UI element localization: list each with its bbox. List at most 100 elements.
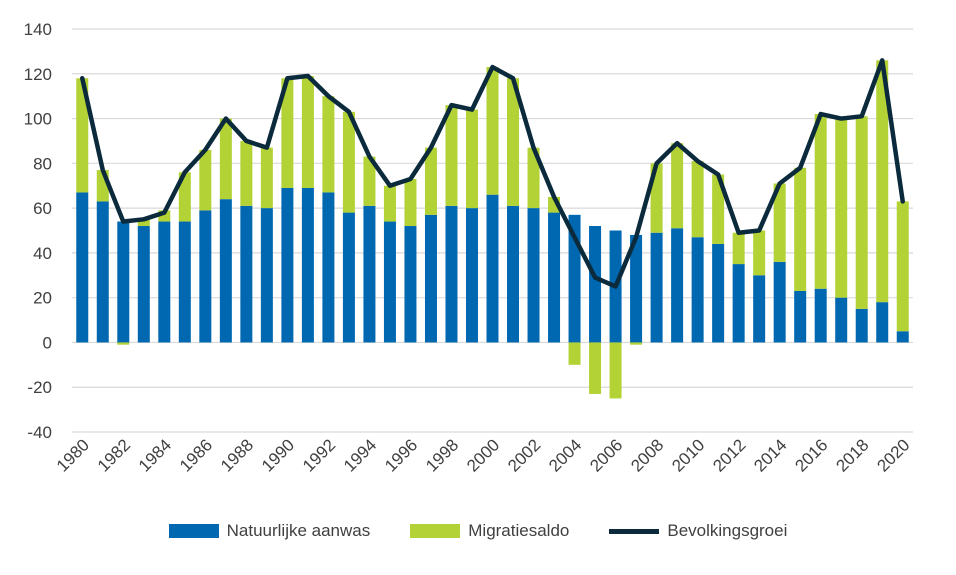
legend-item-migratiesaldo: Migratiesaldo <box>410 521 569 541</box>
x-tick-label: 2014 <box>750 435 790 475</box>
bar-migratiesaldo <box>855 116 868 309</box>
bar-migratiesaldo <box>507 78 520 206</box>
legend-label: Natuurlijke aanwas <box>226 521 371 540</box>
bar-migratiesaldo <box>445 105 458 206</box>
bar-migratiesaldo <box>896 201 909 332</box>
legend-swatch <box>168 524 219 538</box>
x-tick-label: 1984 <box>135 435 175 475</box>
bar-natuurlijke-aanwas <box>322 192 335 343</box>
bar-migratiesaldo <box>301 76 314 188</box>
bar-migratiesaldo <box>260 147 273 209</box>
x-tick-label: 2008 <box>627 435 667 475</box>
bar-natuurlijke-aanwas <box>712 243 725 343</box>
bar-migratiesaldo <box>835 118 848 298</box>
legend-line <box>609 528 660 534</box>
bar-natuurlijke-aanwas <box>650 232 663 343</box>
x-tick-label: 2010 <box>668 435 708 475</box>
bar-migratiesaldo <box>712 174 725 244</box>
legend-item-bevolkingsgroei: Bevolkingsgroei <box>609 521 787 541</box>
line-bevolkingsgroei <box>80 58 905 289</box>
bar-natuurlijke-aanwas <box>486 194 499 343</box>
bar-migratiesaldo <box>363 156 376 206</box>
x-tick-label: 1990 <box>258 435 298 475</box>
bar-migratiesaldo <box>240 140 253 206</box>
bar-migratiesaldo <box>281 78 294 188</box>
bar-migratiesaldo <box>691 161 704 238</box>
x-tick-label: 2020 <box>873 435 913 475</box>
bar-natuurlijke-aanwas <box>507 205 520 343</box>
x-tick-label: 1998 <box>422 435 462 475</box>
bar-natuurlijke-aanwas <box>814 288 827 343</box>
bar-natuurlijke-aanwas <box>691 237 704 343</box>
bar-natuurlijke-aanwas <box>896 331 909 343</box>
bar-migratiesaldo <box>342 111 355 213</box>
bar-natuurlijke-aanwas <box>301 187 314 343</box>
x-tick-label: 1992 <box>299 435 339 475</box>
x-tick-label: 1986 <box>176 435 216 475</box>
bar-natuurlijke-aanwas <box>342 212 355 343</box>
legend-label: Bevolkingsgroei <box>667 521 788 540</box>
bar-migratiesaldo <box>158 210 171 222</box>
bar-natuurlijke-aanwas <box>76 192 89 343</box>
bar-natuurlijke-aanwas <box>383 221 396 343</box>
bar-natuurlijke-aanwas <box>219 199 232 343</box>
bars <box>76 60 909 399</box>
y-tick-label: 140 <box>24 20 52 39</box>
bar-migratiesaldo <box>630 342 643 345</box>
bar-natuurlijke-aanwas <box>96 201 109 343</box>
line-series <box>80 58 905 289</box>
bar-natuurlijke-aanwas <box>876 302 889 343</box>
legend-item-natuurlijke-aanwas: Natuurlijke aanwas <box>168 521 371 541</box>
bar-migratiesaldo <box>404 179 417 227</box>
bar-migratiesaldo <box>814 114 827 289</box>
bar-natuurlijke-aanwas <box>855 308 868 343</box>
y-axis: -40 -20 0 20 40 60 80 100 120 140 <box>24 20 52 442</box>
bar-natuurlijke-aanwas <box>281 187 294 343</box>
bar-migratiesaldo <box>137 219 150 227</box>
bar-natuurlijke-aanwas <box>527 208 540 343</box>
x-tick-label: 1982 <box>94 435 134 475</box>
bar-natuurlijke-aanwas <box>199 210 212 343</box>
y-tick-label: 60 <box>33 199 52 218</box>
x-tick-label: 2012 <box>709 435 749 475</box>
bar-migratiesaldo <box>794 167 807 291</box>
bar-natuurlijke-aanwas <box>404 226 417 343</box>
bar-migratiesaldo <box>199 149 212 211</box>
x-tick-label: 2004 <box>545 435 585 475</box>
bar-natuurlijke-aanwas <box>363 205 376 343</box>
bar-migratiesaldo <box>527 147 540 209</box>
bar-migratiesaldo <box>383 185 396 222</box>
bar-natuurlijke-aanwas <box>548 212 561 343</box>
bar-natuurlijke-aanwas <box>753 275 766 343</box>
x-tick-label: 1996 <box>381 435 421 475</box>
bar-natuurlijke-aanwas <box>630 234 643 343</box>
x-tick-label: 2000 <box>463 435 503 475</box>
bar-natuurlijke-aanwas <box>117 221 130 343</box>
bar-migratiesaldo <box>219 118 232 200</box>
bar-natuurlijke-aanwas <box>424 214 437 343</box>
bar-natuurlijke-aanwas <box>794 290 807 343</box>
bar-natuurlijke-aanwas <box>773 261 786 343</box>
bar-migratiesaldo <box>753 230 766 276</box>
bar-natuurlijke-aanwas <box>589 226 602 343</box>
bar-migratiesaldo <box>424 147 437 215</box>
x-tick-label: 2018 <box>832 435 872 475</box>
bar-migratiesaldo <box>178 172 191 222</box>
bar-natuurlijke-aanwas <box>178 221 191 343</box>
bar-natuurlijke-aanwas <box>465 208 478 343</box>
bar-natuurlijke-aanwas <box>137 226 150 343</box>
bar-migratiesaldo <box>486 67 499 195</box>
bar-natuurlijke-aanwas <box>445 205 458 343</box>
x-tick-label: 1994 <box>340 435 380 475</box>
bar-migratiesaldo <box>609 342 622 399</box>
legend-label: Migratiesaldo <box>468 521 570 540</box>
bar-migratiesaldo <box>671 143 684 229</box>
y-tick-label: 40 <box>33 244 52 263</box>
bar-natuurlijke-aanwas <box>671 228 684 343</box>
bar-migratiesaldo <box>773 183 786 262</box>
y-tick-label: -20 <box>27 378 52 397</box>
x-tick-label: 2016 <box>791 435 831 475</box>
y-tick-label: 80 <box>33 154 52 173</box>
x-tick-label: 2006 <box>586 435 626 475</box>
bar-natuurlijke-aanwas <box>835 297 848 343</box>
